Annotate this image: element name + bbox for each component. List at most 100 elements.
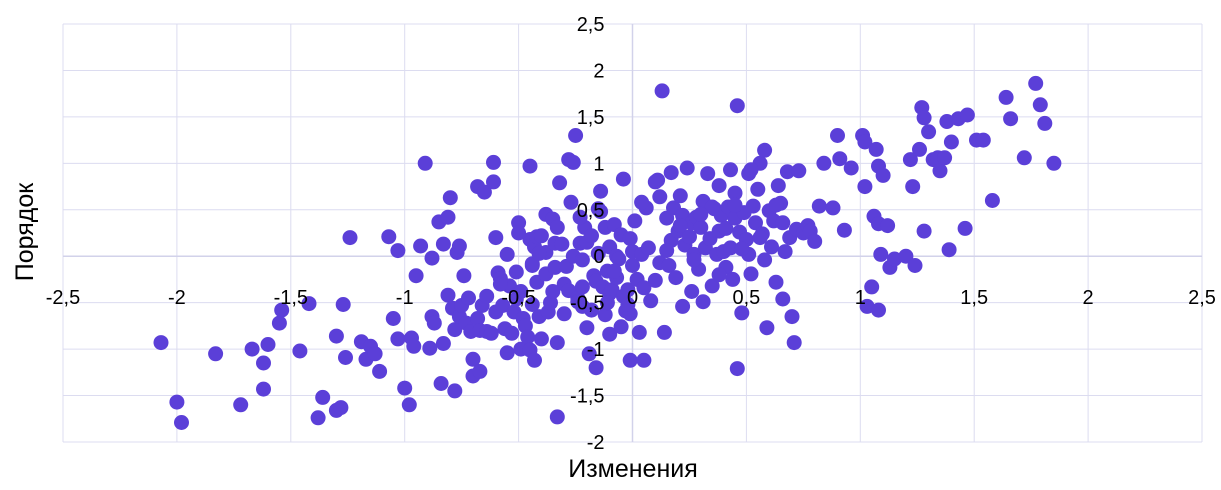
data-point xyxy=(859,298,875,314)
data-point xyxy=(656,324,672,340)
data-point xyxy=(907,258,923,273)
data-point xyxy=(1046,155,1062,171)
data-point xyxy=(868,141,884,157)
data-point xyxy=(572,209,588,225)
data-point xyxy=(208,346,224,362)
data-point xyxy=(636,352,652,368)
data-point xyxy=(880,218,896,234)
y-tick-label: 1,5 xyxy=(577,107,605,129)
data-point xyxy=(921,124,937,140)
data-point xyxy=(654,83,670,99)
data-point xyxy=(233,397,249,413)
data-point xyxy=(465,351,481,367)
data-point xyxy=(274,302,290,318)
data-point xyxy=(522,158,538,174)
data-point xyxy=(679,160,695,176)
data-point xyxy=(524,297,540,312)
data-point xyxy=(668,270,684,286)
data-point xyxy=(328,328,344,344)
data-point xyxy=(543,295,558,311)
data-point xyxy=(476,184,492,200)
data-point xyxy=(640,240,656,256)
data-point xyxy=(627,213,643,229)
data-point xyxy=(711,267,727,283)
data-point xyxy=(472,363,488,379)
data-point xyxy=(811,198,827,214)
y-tick-label: 2 xyxy=(593,60,604,82)
data-point xyxy=(864,279,880,295)
data-point xyxy=(588,360,604,376)
data-point xyxy=(912,141,927,157)
data-point xyxy=(836,222,852,238)
data-point xyxy=(315,389,331,405)
data-point xyxy=(734,241,750,257)
data-point xyxy=(504,325,520,341)
x-tick-label: -1 xyxy=(396,287,414,309)
data-point xyxy=(565,154,581,170)
y-axis-title: Порядок xyxy=(11,182,39,282)
data-point xyxy=(597,307,613,323)
data-point xyxy=(590,245,606,261)
data-point xyxy=(768,197,784,213)
data-point xyxy=(937,150,953,166)
data-point xyxy=(775,215,791,231)
data-point xyxy=(916,110,932,126)
data-point xyxy=(549,219,565,235)
data-point xyxy=(631,324,647,340)
data-point xyxy=(647,272,663,288)
data-point xyxy=(435,236,451,252)
data-point xyxy=(1037,115,1053,131)
data-point xyxy=(959,107,975,123)
data-point xyxy=(652,189,668,205)
data-point xyxy=(770,178,786,194)
x-tick-label: 1 xyxy=(855,287,866,309)
data-point xyxy=(488,230,504,246)
data-point xyxy=(625,258,640,273)
data-point xyxy=(745,198,761,214)
data-point xyxy=(495,298,511,313)
data-point xyxy=(367,346,383,362)
data-point xyxy=(1016,150,1032,166)
data-point xyxy=(599,295,615,311)
data-point xyxy=(1032,97,1048,113)
data-point xyxy=(256,355,271,371)
data-point xyxy=(757,142,773,158)
data-point xyxy=(381,229,397,245)
data-point xyxy=(451,238,467,254)
data-point xyxy=(611,251,627,267)
data-point xyxy=(397,380,413,396)
data-point xyxy=(777,244,793,260)
data-point xyxy=(593,183,609,199)
data-point xyxy=(310,410,326,426)
data-point xyxy=(1028,75,1044,91)
data-point xyxy=(832,151,848,167)
data-point xyxy=(554,236,570,252)
data-point xyxy=(620,282,636,298)
data-point xyxy=(723,240,738,256)
data-point xyxy=(807,233,823,249)
data-point xyxy=(442,190,458,206)
data-point xyxy=(704,278,720,294)
data-point xyxy=(672,188,688,204)
data-point xyxy=(693,206,709,222)
data-point xyxy=(342,230,358,246)
data-point xyxy=(499,246,515,262)
y-tick-label: 0 xyxy=(593,246,604,268)
data-point xyxy=(549,409,565,425)
data-point xyxy=(752,230,768,246)
tick-labels: -2,5 -2 -1,5 -1 -0,5 0 0,5 1 1,5 2 2,5 2,5 2 1,5 1 0,5 0… xyxy=(46,14,1216,454)
data-point xyxy=(426,315,442,331)
data-point xyxy=(902,152,918,168)
data-point xyxy=(527,352,542,368)
data-point xyxy=(636,280,652,296)
data-point xyxy=(579,320,595,336)
data-point xyxy=(574,252,590,268)
y-tick-label: 2,5 xyxy=(577,14,605,36)
data-point xyxy=(620,297,636,312)
data-point xyxy=(939,114,955,129)
data-point xyxy=(857,134,873,150)
data-point xyxy=(723,162,738,178)
data-point xyxy=(775,291,791,307)
data-point xyxy=(615,171,631,187)
data-point xyxy=(711,178,727,194)
